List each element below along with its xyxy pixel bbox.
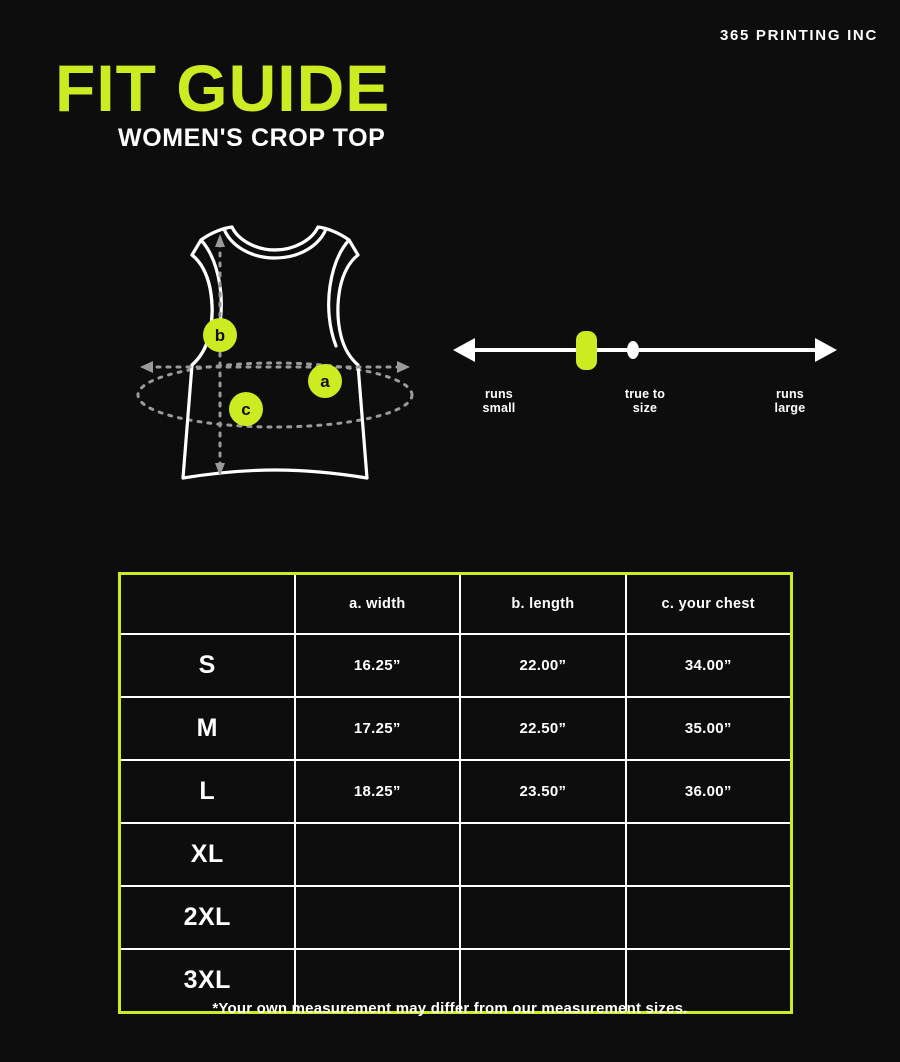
marker-a-label: a bbox=[320, 372, 330, 391]
size-label-cell: S bbox=[119, 633, 296, 698]
table-header-row: a. width b. length c. your chest bbox=[119, 573, 792, 635]
width-cell: 18.25” bbox=[293, 759, 462, 824]
page-subtitle: WOMEN'S CROP TOP bbox=[118, 124, 386, 152]
size-chart-table: a. width b. length c. your chest S 16.25”… bbox=[118, 572, 793, 1014]
chest-cell bbox=[624, 822, 792, 887]
fit-scale-label-true-line2: size bbox=[632, 401, 658, 415]
marker-a: a bbox=[308, 364, 342, 398]
fit-scale-arrow-right bbox=[815, 338, 837, 362]
marker-b-label: b bbox=[215, 326, 225, 345]
chest-cell bbox=[624, 948, 792, 1013]
fit-scale-label-true-line1: true to bbox=[624, 387, 666, 401]
fit-scale-indicator bbox=[576, 331, 597, 370]
marker-c-label: c bbox=[241, 400, 250, 419]
length-cell: 22.50” bbox=[459, 696, 627, 761]
table-row: XL bbox=[119, 822, 792, 887]
marker-b: b bbox=[203, 318, 237, 352]
size-table-body: S 16.25” 22.00” 34.00” M 17.25” 22.50” 35.00” L 1… bbox=[119, 633, 792, 1013]
fit-scale: runs small true to size runs large bbox=[445, 320, 845, 435]
chest-cell bbox=[624, 885, 792, 950]
fit-scale-label-large-line1: runs bbox=[776, 387, 804, 401]
size-label-cell: L bbox=[119, 759, 296, 824]
size-label-cell: M bbox=[119, 696, 296, 761]
width-cell: 16.25” bbox=[293, 633, 462, 698]
column-header-chest: c. your chest bbox=[624, 573, 792, 635]
width-arrow-right bbox=[397, 361, 410, 373]
fit-scale-label-large-line2: large bbox=[774, 401, 806, 415]
size-label-cell: 2XL bbox=[119, 885, 296, 950]
width-cell bbox=[293, 948, 462, 1013]
size-label-cell: 3XL bbox=[119, 948, 296, 1013]
size-table-container: a. width b. length c. your chest S 16.25”… bbox=[118, 572, 793, 1014]
fit-scale-label-small-line2: small bbox=[482, 401, 516, 415]
fit-scale-label-small: runs small bbox=[459, 387, 539, 415]
size-label-cell: XL bbox=[119, 822, 296, 887]
length-arrow-top bbox=[215, 234, 225, 247]
fit-scale-label-large: runs large bbox=[750, 387, 830, 415]
table-row: S 16.25” 22.00” 34.00” bbox=[119, 633, 792, 698]
fit-scale-label-small-line1: runs bbox=[485, 387, 513, 401]
column-header-size bbox=[119, 573, 296, 635]
garment-illustration: a b c bbox=[120, 210, 430, 510]
length-cell bbox=[459, 885, 627, 950]
chest-cell: 35.00” bbox=[624, 696, 792, 761]
crop-top-outline bbox=[181, 225, 369, 480]
length-cell bbox=[459, 822, 627, 887]
marker-c: c bbox=[229, 392, 263, 426]
chest-cell: 36.00” bbox=[624, 759, 792, 824]
measurement-disclaimer: *Your own measurement may differ from ou… bbox=[212, 1000, 688, 1017]
page-title: FIT GUIDE bbox=[55, 51, 391, 125]
width-arrow-left bbox=[140, 361, 153, 373]
length-arrow-bottom bbox=[215, 463, 225, 476]
fit-scale-center-dot bbox=[627, 341, 639, 359]
chest-ellipse-dotted bbox=[136, 361, 414, 429]
column-header-length: b. length bbox=[459, 573, 627, 635]
column-header-width: a. width bbox=[293, 573, 462, 635]
fit-scale-label-true: true to size bbox=[597, 387, 693, 415]
width-cell bbox=[293, 885, 462, 950]
table-row: L 18.25” 23.50” 36.00” bbox=[119, 759, 792, 824]
width-cell: 17.25” bbox=[293, 696, 462, 761]
table-row: M 17.25” 22.50” 35.00” bbox=[119, 696, 792, 761]
table-row: 3XL bbox=[119, 948, 792, 1013]
length-cell: 22.00” bbox=[459, 633, 627, 698]
table-row: 2XL bbox=[119, 885, 792, 950]
length-cell bbox=[459, 948, 627, 1013]
brand-name: 365 PRINTING INC bbox=[719, 27, 878, 44]
fit-scale-arrow-left bbox=[453, 338, 475, 362]
width-cell bbox=[293, 822, 462, 887]
length-cell: 23.50” bbox=[459, 759, 627, 824]
chest-cell: 34.00” bbox=[624, 633, 792, 698]
